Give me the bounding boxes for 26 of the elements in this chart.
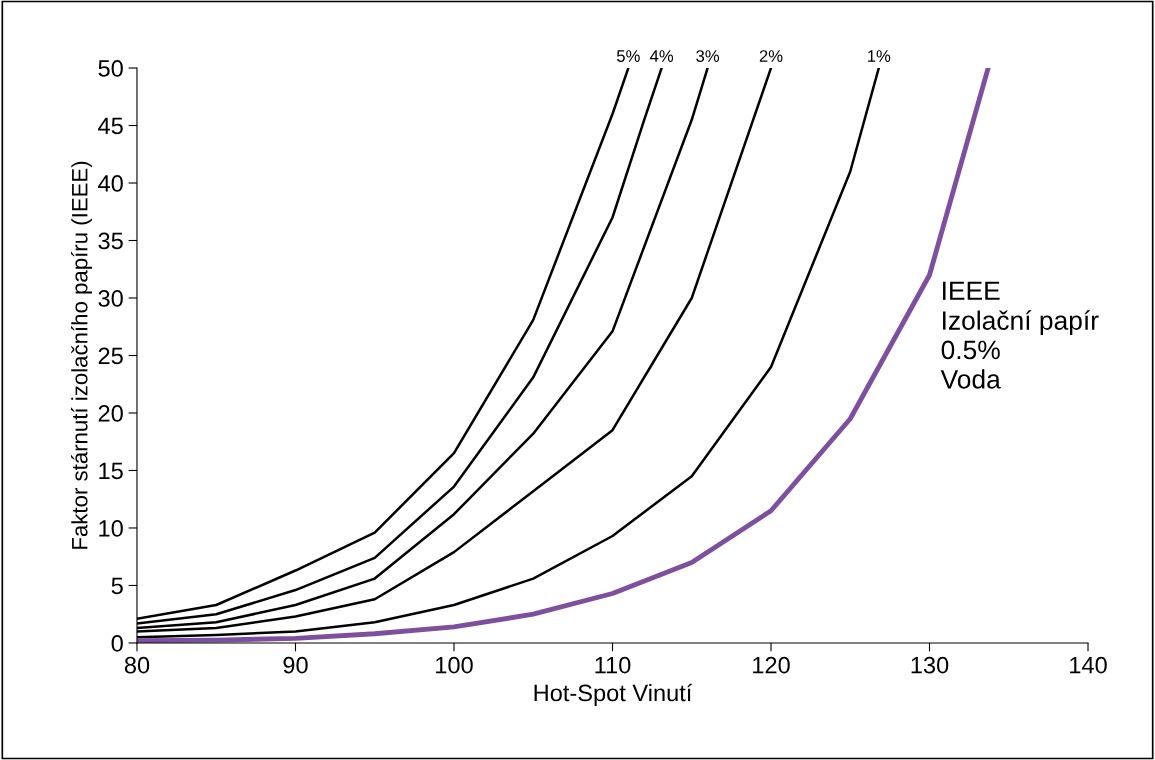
y-tick-label: 5 bbox=[111, 577, 123, 595]
x-tick-label: 110 bbox=[595, 656, 631, 674]
y-tick-label: 15 bbox=[99, 462, 123, 480]
y-tick-label: 45 bbox=[98, 117, 123, 135]
series-label: 1% bbox=[868, 50, 891, 62]
y-tick-label: 40 bbox=[98, 175, 123, 192]
series-label: 4% bbox=[649, 50, 674, 62]
series-label: 2% bbox=[759, 50, 783, 62]
x-tick-label: 80 bbox=[124, 656, 150, 674]
annotation: IEEE Izolační papír 0.5% Voda bbox=[940, 281, 1099, 389]
x-tick-label: 140 bbox=[1070, 656, 1107, 674]
x-axis-title: Hot-Spot Vinutí bbox=[534, 683, 693, 707]
y-tick-label: 35 bbox=[98, 232, 123, 250]
x-tick-label: 120 bbox=[753, 656, 790, 674]
y-tick-label: 25 bbox=[98, 347, 123, 365]
series-label: 5% bbox=[616, 50, 640, 62]
x-tick-label: 100 bbox=[436, 656, 473, 674]
y-tick-label: 0 bbox=[111, 635, 123, 652]
x-tick-label: 90 bbox=[283, 656, 308, 674]
y-tick-label: 30 bbox=[98, 290, 123, 307]
y-axis-title: Faktor stárnutí izolačního papíru (IEEE) bbox=[71, 161, 92, 549]
x-tick-label: 130 bbox=[911, 656, 949, 674]
y-tick-label: 50 bbox=[98, 60, 123, 77]
y-tick-label: 10 bbox=[99, 520, 123, 537]
y-tick-label: 20 bbox=[98, 405, 123, 422]
series-label: 3% bbox=[696, 50, 720, 62]
